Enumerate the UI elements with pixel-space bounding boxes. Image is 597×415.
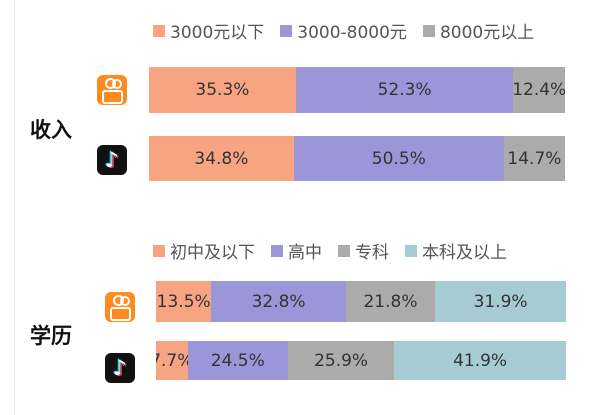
legend-swatch xyxy=(422,24,435,37)
legend-item: 本科及以上 xyxy=(405,238,507,263)
kuaishou-app-icon xyxy=(105,292,135,322)
bar-segment: 41.9% xyxy=(394,341,566,380)
legend-label: 8000元以上 xyxy=(439,23,535,43)
left-border-line xyxy=(14,0,15,415)
education-bar-kuaishou: 13.5% 32.8% 21.8% 31.9% xyxy=(156,281,566,322)
data-label: 7.7% xyxy=(156,350,194,371)
bar-segment: 25.9% xyxy=(288,341,395,380)
bar-segment: 35.3% xyxy=(149,67,296,113)
income-bar-douyin: 34.8% 50.5% 14.7% xyxy=(149,136,565,181)
data-label: 41.9% xyxy=(453,350,508,371)
legend-swatch xyxy=(405,244,417,257)
bar-segment: 32.8% xyxy=(211,281,346,322)
legend-item: 初中及以下 xyxy=(153,238,255,263)
legend-swatch xyxy=(271,244,283,257)
douyin-app-icon: ♪ xyxy=(105,353,135,383)
bar-segment: 34.8% xyxy=(149,136,294,181)
data-label: 50.5% xyxy=(371,148,426,169)
legend-swatch xyxy=(153,24,165,37)
bar-segment: 21.8% xyxy=(345,281,436,322)
bar-segment: 50.5% xyxy=(293,136,504,181)
data-label: 12.4% xyxy=(512,80,565,100)
data-label: 21.8% xyxy=(363,291,418,312)
bar-segment: 7.7% xyxy=(156,341,193,380)
education-section-label: 学历 xyxy=(30,324,72,348)
data-label: 34.8% xyxy=(194,148,249,169)
legend-item: 3000元以下 xyxy=(153,18,264,43)
income-legend: 3000元以下 3000-8000元 8000元以上 xyxy=(153,18,550,43)
data-label: 35.3% xyxy=(195,80,250,100)
data-label: 14.7% xyxy=(507,148,562,169)
data-label: 13.5% xyxy=(156,291,211,312)
data-label: 24.5% xyxy=(210,350,265,371)
legend-label: 3000元以下 xyxy=(170,23,265,43)
legend-item: 专科 xyxy=(338,238,389,263)
legend-item: 高中 xyxy=(271,238,322,263)
bar-segment: 14.7% xyxy=(503,136,565,181)
legend-label: 专科 xyxy=(355,243,389,263)
douyin-app-icon: ♪ xyxy=(97,145,127,175)
legend-label: 高中 xyxy=(288,243,322,263)
data-label: 52.3% xyxy=(377,80,432,100)
data-label: 31.9% xyxy=(473,291,528,312)
data-label: 25.9% xyxy=(314,350,369,371)
bar-segment: 13.5% xyxy=(156,281,212,322)
legend-item: 3000-8000元 xyxy=(280,18,407,43)
bar-segment: 12.4% xyxy=(512,67,565,113)
bar-segment: 24.5% xyxy=(187,341,288,380)
data-label: 32.8% xyxy=(251,291,306,312)
legend-label: 本科及以上 xyxy=(422,243,507,263)
education-legend: 初中及以下 高中 专科 本科及以上 xyxy=(153,238,523,263)
legend-swatch xyxy=(338,244,350,257)
legend-item: 8000元以上 xyxy=(422,18,535,43)
legend-label: 初中及以下 xyxy=(170,243,255,263)
legend-label: 3000-8000元 xyxy=(297,23,407,43)
kuaishou-app-icon xyxy=(97,75,127,105)
bar-segment: 31.9% xyxy=(435,281,566,322)
education-bar-douyin: 7.7% 24.5% 25.9% 41.9% xyxy=(156,341,566,380)
income-section-label: 收入 xyxy=(30,118,72,142)
income-bar-kuaishou: 35.3% 52.3% 12.4% xyxy=(149,67,565,113)
legend-swatch xyxy=(280,24,293,37)
bar-segment: 52.3% xyxy=(295,67,514,113)
legend-swatch xyxy=(153,244,165,257)
